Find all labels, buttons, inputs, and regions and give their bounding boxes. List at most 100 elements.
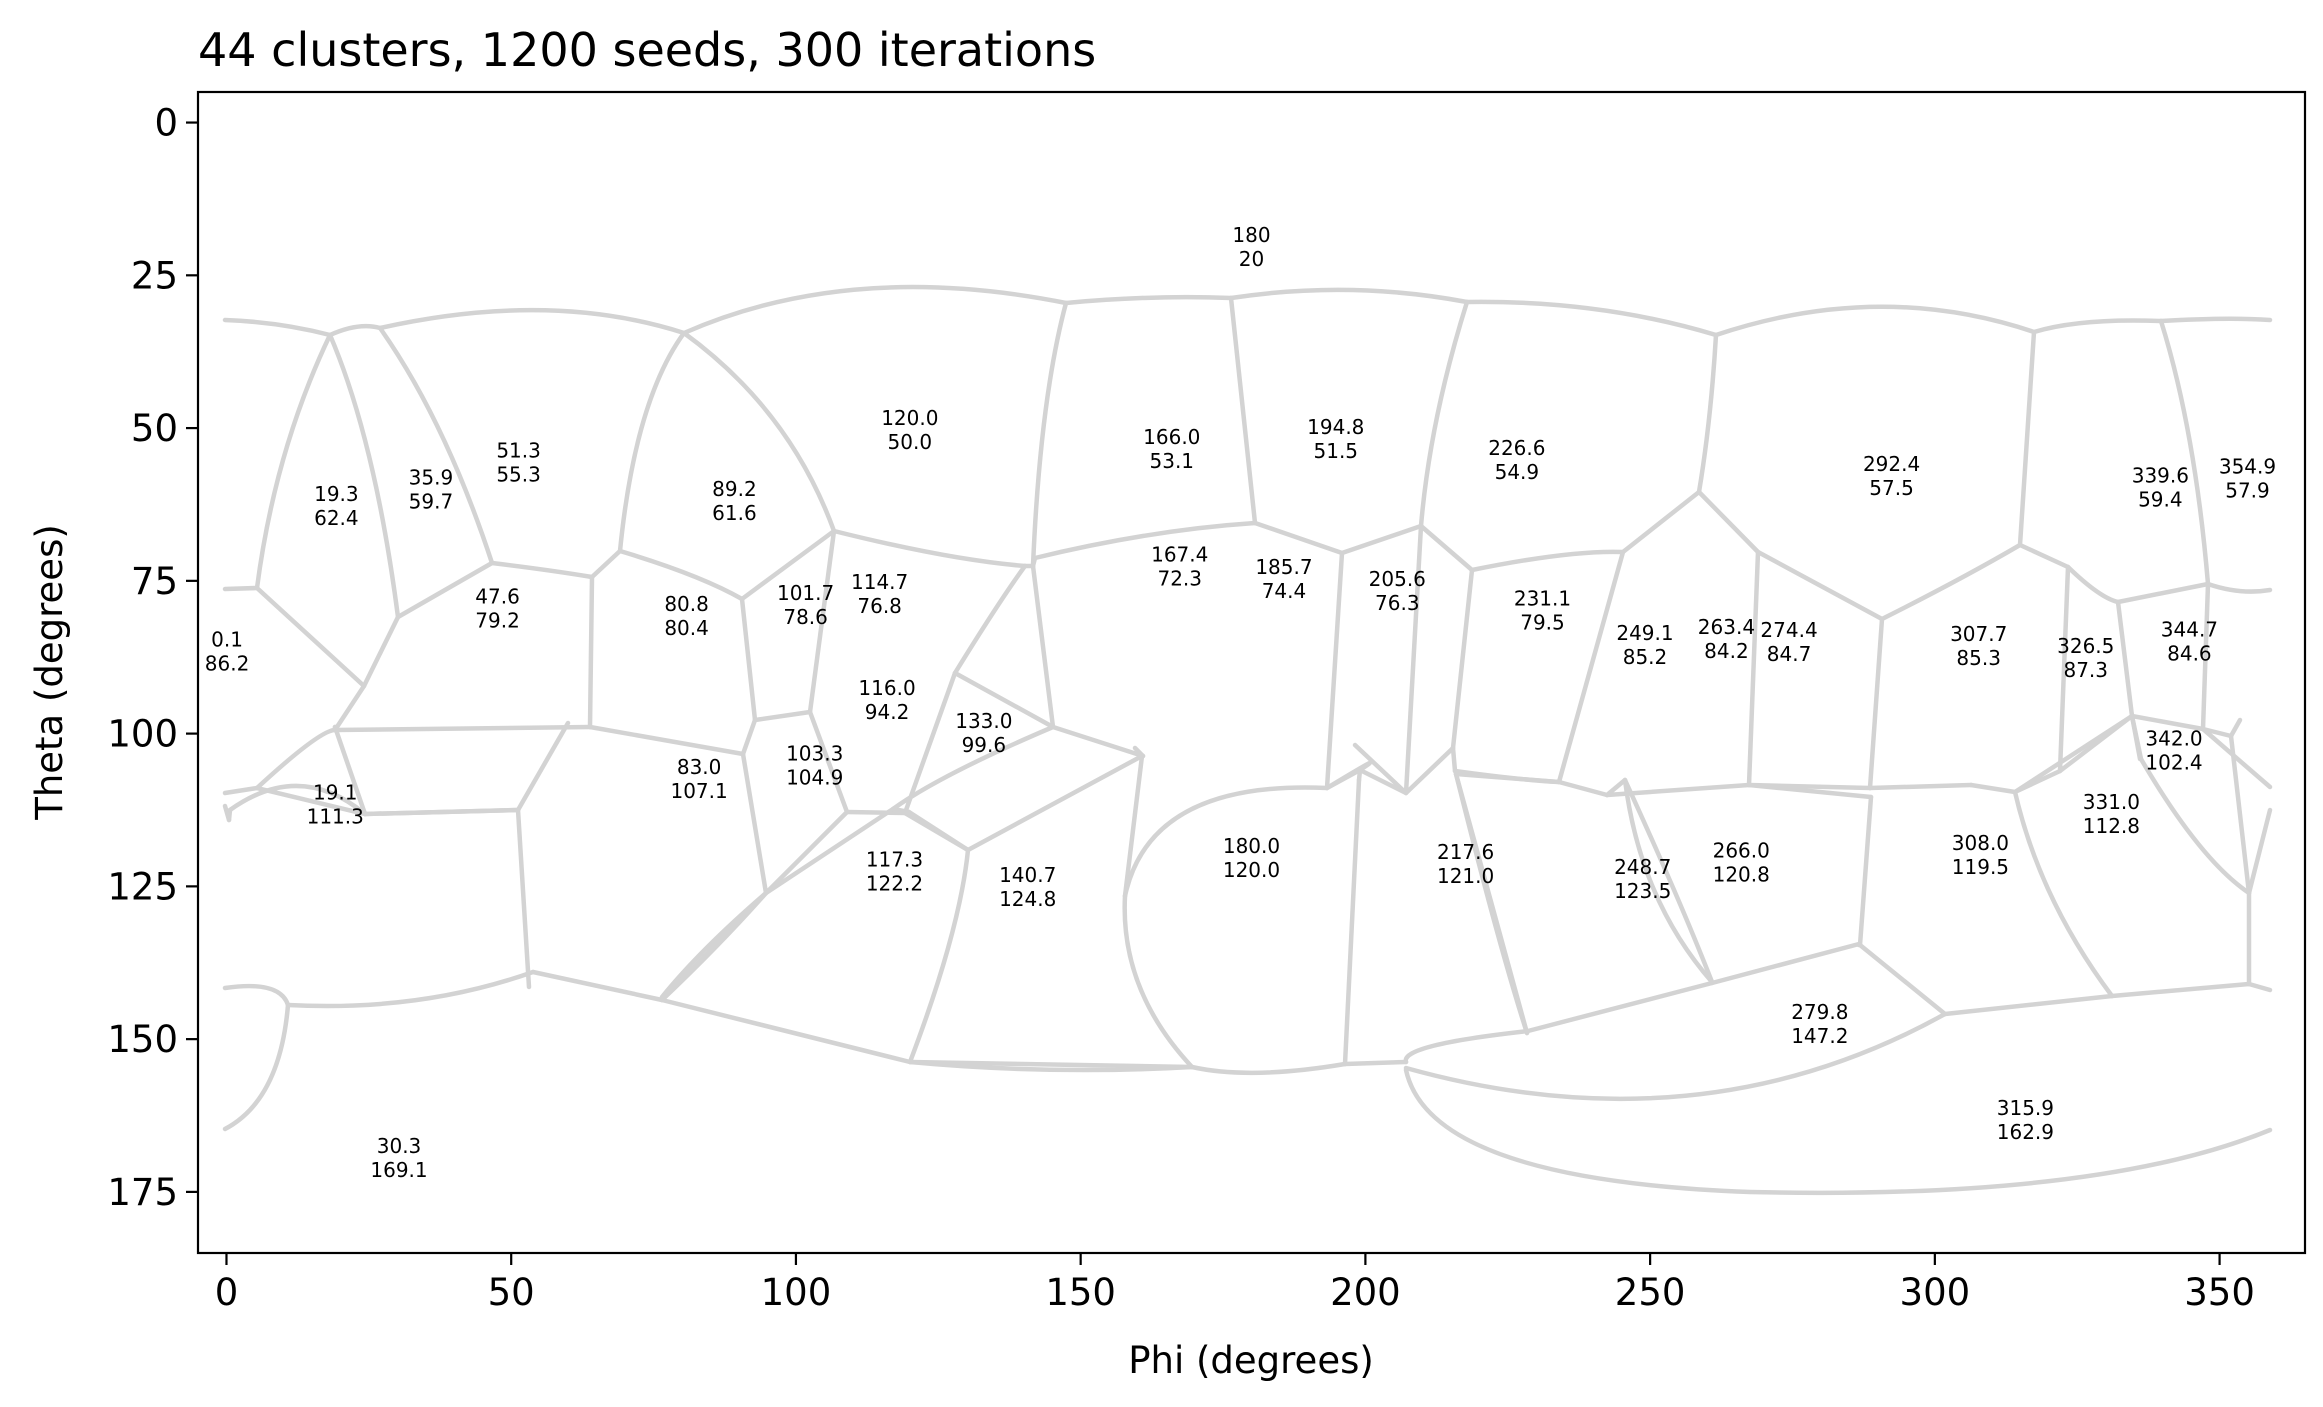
- cluster-phi-label: 274.4: [1760, 618, 1817, 642]
- cluster-theta-label: 111.3: [307, 805, 364, 829]
- cluster-label: 354.957.9: [2219, 454, 2276, 502]
- cluster-phi-label: 114.7: [851, 570, 908, 594]
- cluster-label: 114.776.8: [851, 570, 908, 618]
- cluster-label: 166.053.1: [1143, 425, 1200, 473]
- cluster-phi-label: 19.3: [314, 482, 359, 506]
- cluster-label: 35.959.7: [409, 465, 454, 513]
- y-tick-label: 25: [131, 254, 178, 297]
- y-axis-label: Theta (degrees): [28, 524, 71, 821]
- cluster-theta-label: 61.6: [712, 501, 757, 525]
- cluster-label: 339.659.4: [2132, 464, 2189, 512]
- cluster-theta-label: 54.9: [1495, 460, 1540, 484]
- x-tick-label: 100: [761, 1271, 832, 1314]
- cluster-phi-label: 80.8: [664, 592, 709, 616]
- cluster-theta-label: 84.7: [1767, 642, 1812, 666]
- cluster-phi-label: 140.7: [999, 863, 1056, 887]
- cluster-phi-label: 185.7: [1255, 555, 1312, 579]
- cluster-label: 19.362.4: [314, 482, 359, 530]
- cluster-label: 274.484.7: [1760, 618, 1817, 666]
- cluster-phi-label: 326.5: [2057, 634, 2114, 658]
- cluster-label: 116.094.2: [858, 676, 915, 724]
- cluster-label: 120.050.0: [881, 406, 938, 454]
- y-tick-label: 0: [154, 102, 178, 145]
- cluster-phi-label: 248.7: [1614, 855, 1671, 879]
- cluster-label: 51.355.3: [496, 438, 541, 486]
- cluster-phi-label: 19.1: [313, 781, 358, 805]
- cluster-phi-label: 205.6: [1369, 567, 1426, 591]
- cluster-label: 185.774.4: [1255, 555, 1312, 603]
- cluster-theta-label: 124.8: [999, 887, 1056, 911]
- cluster-label: 133.099.6: [955, 709, 1012, 757]
- cluster-labels: 0.186.2 19.362.4 35.959.7 51.355.3 47.679.2 1…: [205, 223, 2276, 1182]
- cluster-phi-label: 166.0: [1143, 425, 1200, 449]
- cluster-theta-label: 123.5: [1614, 879, 1671, 903]
- cluster-label: 326.587.3: [2057, 634, 2114, 682]
- cluster-label: 344.784.6: [2161, 618, 2218, 666]
- y-tick-label: 175: [107, 1171, 178, 1214]
- cluster-theta-label: 102.4: [2145, 750, 2202, 774]
- cluster-theta-label: 169.1: [370, 1158, 427, 1182]
- x-tick-label: 350: [2184, 1271, 2255, 1314]
- x-axis-ticks: 0 50 100 150 200 250 300 350: [215, 1253, 2255, 1314]
- cluster-phi-label: 308.0: [1952, 831, 2009, 855]
- x-tick-label: 200: [1330, 1271, 1401, 1314]
- cluster-theta-label: 87.3: [2063, 658, 2108, 682]
- cluster-phi-label: 101.7: [777, 581, 834, 605]
- cluster-label: 205.676.3: [1369, 567, 1426, 615]
- cluster-theta-label: 57.9: [2225, 478, 2270, 502]
- cluster-label: 194.851.5: [1307, 415, 1364, 463]
- cluster-phi-label: 133.0: [955, 709, 1012, 733]
- cluster-phi-label: 35.9: [409, 465, 454, 489]
- cluster-phi-label: 103.3: [786, 742, 843, 766]
- x-tick-label: 300: [1900, 1271, 1971, 1314]
- cluster-phi-label: 279.8: [1791, 1000, 1848, 1024]
- cluster-theta-label: 76.3: [1375, 591, 1420, 615]
- chart-title: 44 clusters, 1200 seeds, 300 iterations: [198, 23, 1096, 77]
- cluster-theta-label: 120.8: [1713, 863, 1770, 887]
- cluster-theta-label: 57.5: [1869, 476, 1914, 500]
- cluster-label: 80.880.4: [664, 592, 709, 640]
- cluster-theta-label: 74.4: [1262, 579, 1307, 603]
- cluster-theta-label: 119.5: [1952, 855, 2009, 879]
- cluster-theta-label: 79.5: [1520, 610, 1565, 634]
- cluster-boundaries: [222, 284, 2273, 1196]
- cluster-phi-label: 180.0: [1223, 834, 1280, 858]
- y-axis-ticks: 0 25 50 75 100 125 150 175: [107, 102, 198, 1214]
- cluster-theta-label: 62.4: [314, 506, 359, 530]
- x-tick-label: 50: [488, 1271, 535, 1314]
- cluster-theta-label: 147.2: [1791, 1024, 1848, 1048]
- cluster-label: 226.654.9: [1488, 436, 1545, 484]
- cluster-theta-label: 76.8: [857, 594, 902, 618]
- cluster-theta-label: 121.0: [1437, 864, 1494, 888]
- x-tick-label: 250: [1615, 1271, 1686, 1314]
- cluster-theta-label: 59.4: [2138, 488, 2183, 512]
- y-tick-label: 150: [107, 1018, 178, 1061]
- cluster-phi-label: 120.0: [881, 406, 938, 430]
- cluster-phi-label: 217.6: [1437, 840, 1494, 864]
- cluster-theta-label: 120.0: [1223, 858, 1280, 882]
- cluster-label: 249.185.2: [1616, 621, 1673, 669]
- cluster-phi-label: 180: [1232, 223, 1270, 247]
- cluster-theta-label: 20: [1239, 247, 1264, 271]
- cluster-theta-label: 112.8: [2083, 814, 2140, 838]
- cluster-phi-label: 0.1: [211, 627, 243, 651]
- cluster-label: 263.484.2: [1698, 615, 1755, 663]
- x-tick-label: 0: [215, 1271, 239, 1314]
- cluster-phi-label: 263.4: [1698, 615, 1755, 639]
- x-axis-label: Phi (degrees): [1128, 1339, 1374, 1382]
- cluster-theta-label: 85.2: [1623, 645, 1668, 669]
- cluster-theta-label: 72.3: [1157, 566, 1202, 590]
- cluster-theta-label: 86.2: [205, 651, 250, 675]
- cluster-theta-label: 79.2: [475, 609, 520, 633]
